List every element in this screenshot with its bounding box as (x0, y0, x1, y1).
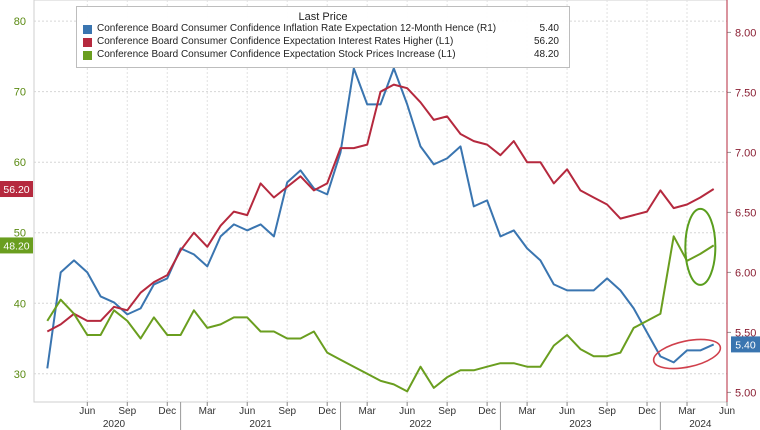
left-axis-tick-label: 60 (14, 157, 26, 169)
x-axis-year-label: 2023 (569, 419, 592, 430)
x-axis-year-label: 2020 (103, 419, 126, 430)
legend-value-inflation: 5.40 (539, 23, 559, 34)
x-axis-tick-label: Mar (199, 406, 217, 417)
x-axis-tick-label: Sep (118, 406, 136, 417)
x-axis-tick-label: Jun (79, 406, 95, 417)
series-line-stock-prices-increase (46, 235, 715, 393)
legend-entry-interest-rates: Conference Board Consumer Confidence Exp… (83, 36, 569, 49)
legend: Last Price Conference Board Consumer Con… (76, 6, 570, 68)
left-axis-tick-label: 70 (14, 87, 26, 99)
legend-swatch-inflation (83, 25, 92, 34)
annotation-ellipse-inflation (652, 338, 722, 370)
last-value-tag: 56.20 (3, 184, 29, 196)
last-value-tag: 48.20 (3, 240, 29, 252)
legend-label-stock-prices: Conference Board Consumer Confidence Exp… (97, 49, 435, 60)
last-value-tag-bg (0, 237, 33, 254)
x-axis-tick-label: Dec (638, 406, 656, 417)
last-value-tag: 5.40 (735, 339, 756, 351)
last-value-tag-bg (0, 181, 33, 198)
x-axis-tick-label: Sep (598, 406, 616, 417)
x-axis-tick-label: Jun (559, 406, 575, 417)
legend-axis-tag-stock-prices: (L1) (437, 49, 456, 60)
right-axis-tick-label: 6.00 (735, 267, 756, 279)
series-line-interest-rates-higher (46, 83, 715, 333)
series-line-inflation-expectation (46, 67, 715, 369)
left-axis-tick-label: 80 (14, 16, 26, 28)
right-axis-tick-label: 7.00 (735, 147, 756, 159)
legend-title: Last Price (298, 11, 348, 23)
legend-axis-tag-interest-rates: (L1) (435, 36, 454, 47)
annotation-ellipse-stock-prices (684, 207, 717, 286)
legend-axis-tag-inflation: (R1) (476, 23, 497, 34)
right-axis-tick-label: 6.50 (735, 207, 756, 219)
x-axis-tick-label: Jun (399, 406, 415, 417)
legend-label-interest-rates: Conference Board Consumer Confidence Exp… (97, 36, 433, 47)
x-axis-tick-label: Dec (158, 406, 176, 417)
legend-value-stock-prices: 48.20 (533, 49, 559, 60)
last-value-tag-bg (731, 336, 760, 353)
x-axis-year-label: 2024 (689, 419, 712, 430)
legend-entry-inflation: Conference Board Consumer Confidence Inf… (83, 23, 569, 36)
legend-swatch-stock-prices (83, 51, 92, 60)
legend-value-interest-rates: 56.20 (533, 36, 559, 47)
x-axis-tick-label: Dec (318, 406, 336, 417)
left-axis-tick-label: 30 (14, 369, 26, 381)
x-axis-tick-label: Sep (278, 406, 296, 417)
x-axis-tick-label: Mar (518, 406, 536, 417)
right-axis-tick-label: 7.50 (735, 87, 756, 99)
left-axis-tick-label: 40 (14, 298, 26, 310)
legend-swatch-interest-rates (83, 38, 92, 47)
x-axis-year-label: 2022 (409, 419, 432, 430)
right-axis-tick-label: 5.00 (735, 387, 756, 399)
x-axis-tick-label: Jun (239, 406, 255, 417)
right-axis-tick-label: 8.00 (735, 27, 756, 39)
left-axis-tick-label: 50 (14, 228, 26, 240)
legend-label-inflation: Conference Board Consumer Confidence Inf… (97, 23, 474, 34)
x-axis-tick-label: Sep (438, 406, 456, 417)
x-axis-tick-label: Jun (719, 406, 735, 417)
x-axis-tick-label: Mar (678, 406, 696, 417)
legend-entry-stock-prices: Conference Board Consumer Confidence Exp… (83, 49, 569, 62)
x-axis-tick-label: Dec (478, 406, 496, 417)
x-axis-tick-label: Mar (359, 406, 377, 417)
x-axis-year-label: 2021 (249, 419, 272, 430)
